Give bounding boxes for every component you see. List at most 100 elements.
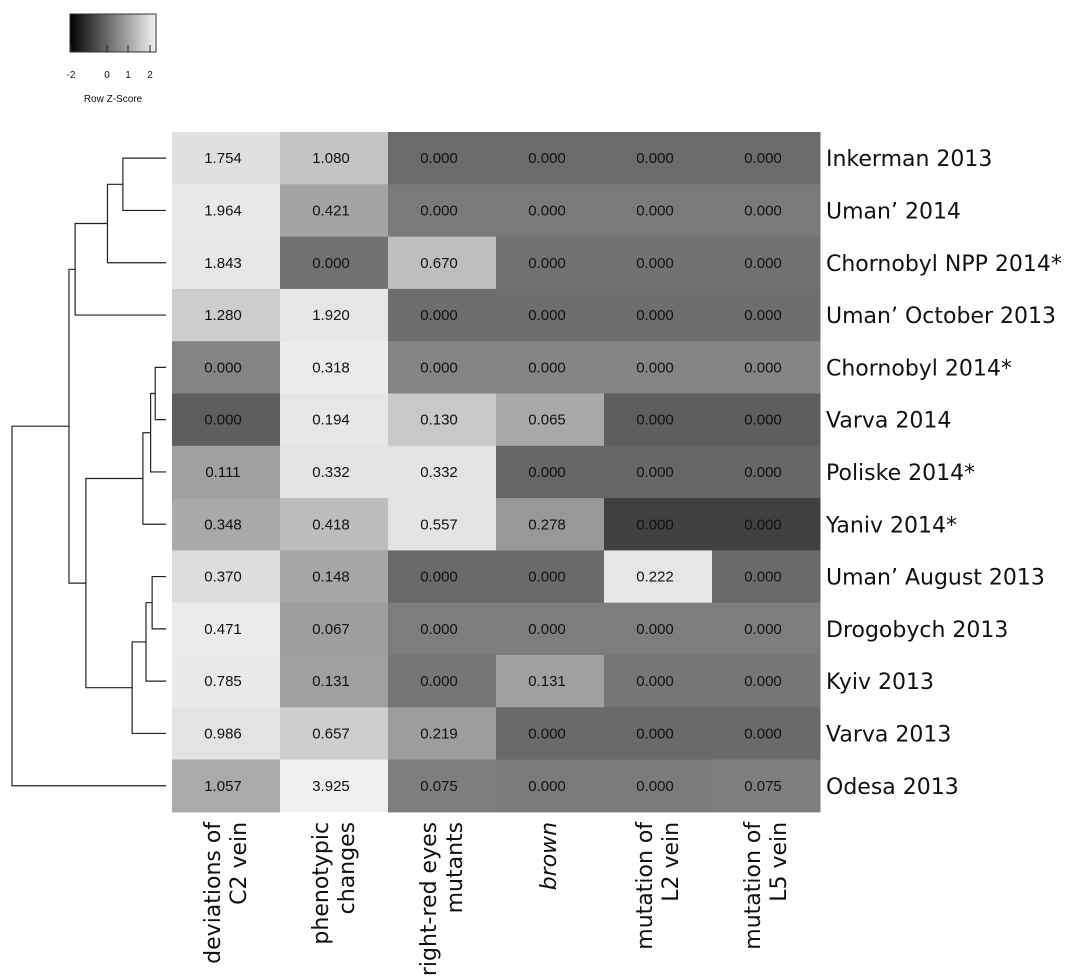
- cell-value-label: 0.986: [204, 725, 242, 742]
- heatmap-cell: [712, 759, 821, 813]
- row-label: Kyiv 2013: [826, 670, 934, 695]
- heatmap-cells: 1.754 1.080 0.000 0.000 0.000 0.000 1.964 0.421…: [172, 132, 821, 813]
- heatmap-cell: [712, 602, 821, 656]
- dendrogram-branch: [74, 222, 166, 316]
- heatmap-cell: [496, 550, 605, 604]
- cell-value-label: 0.348: [204, 516, 242, 533]
- cell-value-label: 0.000: [420, 307, 458, 324]
- cell-value-label: 0.000: [744, 412, 782, 429]
- row-label: Yaniv 2014*: [825, 513, 957, 538]
- heatmap-cell: [496, 445, 605, 499]
- cell-value-label: 0.332: [420, 464, 458, 481]
- heatmap-cell: [172, 602, 281, 656]
- cell-value-label: 0.000: [204, 359, 242, 376]
- cell-value-label: 1.843: [204, 255, 242, 272]
- heatmap-cell: [496, 707, 605, 761]
- heatmap-cell: [280, 602, 389, 656]
- heatmap-cell: [604, 655, 713, 708]
- heatmap-cell: [172, 550, 281, 604]
- heatmap-cell: [280, 393, 389, 447]
- row-label: Chornobyl NPP 2014*: [826, 252, 1062, 277]
- dendrogram-branch: [154, 366, 166, 421]
- dendrogram-branch: [122, 157, 166, 212]
- heatmap-cell: [604, 393, 713, 447]
- column-label: bright-red eyes: [417, 822, 442, 977]
- cell-value-label: 0.131: [312, 673, 350, 690]
- row-label: Odesa 2013: [826, 775, 959, 800]
- heatmap-cell: [172, 498, 281, 551]
- heatmap-cell: [388, 707, 497, 761]
- column-label: mutation of: [741, 821, 766, 950]
- column-label: changes: [335, 822, 360, 914]
- cell-value-label: 1.754: [204, 150, 242, 167]
- cell-value-label: 1.080: [312, 150, 350, 167]
- cell-value-label: 0.000: [528, 725, 566, 742]
- heatmap-cell: [496, 236, 605, 290]
- cell-value-label: 0.000: [744, 150, 782, 167]
- heatmap-cell: [496, 759, 605, 813]
- cell-value-label: 0.278: [528, 516, 566, 533]
- heatmap-cell: [712, 498, 821, 551]
- heatmap-cell: [172, 288, 281, 342]
- cell-value-label: 0.000: [636, 778, 674, 795]
- heatmap-cell: [388, 550, 497, 604]
- heatmap-cell: [604, 707, 713, 761]
- cell-value-label: 0.075: [420, 778, 458, 795]
- cell-value-label: 0.065: [528, 412, 566, 429]
- heatmap-cell: [172, 707, 281, 761]
- cell-value-label: 0.000: [636, 202, 674, 219]
- column-label: phenotypic: [309, 822, 334, 945]
- cell-value-label: 0.657: [312, 725, 350, 742]
- heatmap-cell: [496, 498, 605, 551]
- heatmap-cell: [712, 445, 821, 499]
- heatmap-cell: [280, 184, 389, 238]
- cell-value-label: 0.785: [204, 673, 242, 690]
- cell-value-label: 0.000: [636, 150, 674, 167]
- cell-value-label: 0.000: [636, 412, 674, 429]
- cell-value-label: 1.280: [204, 307, 242, 324]
- heatmap-cell: [172, 236, 281, 290]
- heatmap-cell: [712, 236, 821, 290]
- heatmap-cell: [496, 184, 605, 238]
- cell-value-label: 0.000: [528, 464, 566, 481]
- heatmap-cell: [388, 132, 497, 185]
- heatmap-cell: [388, 445, 497, 499]
- heatmap-cell: [604, 498, 713, 551]
- legend-gradient-bar: [69, 13, 157, 53]
- heatmap-cell: [604, 236, 713, 290]
- cell-value-label: 0.148: [312, 569, 350, 586]
- cell-value-label: 0.421: [312, 202, 350, 219]
- cell-value-label: 0.000: [204, 412, 242, 429]
- column-label: deviations of: [201, 821, 226, 964]
- heatmap-cell: [280, 236, 389, 290]
- cell-value-label: 0.130: [420, 412, 458, 429]
- heatmap-cell: [280, 759, 389, 813]
- cell-value-label: 0.332: [312, 464, 350, 481]
- column-labels: deviations of C2 vein phenotypic changes bri…: [201, 821, 792, 977]
- cell-value-label: 0.000: [528, 307, 566, 324]
- cell-value-label: 0.131: [528, 673, 566, 690]
- heatmap-cell: [280, 550, 389, 604]
- heatmap-cell: [496, 132, 605, 185]
- cell-value-label: 0.000: [420, 359, 458, 376]
- row-label: Uman’ August 2013: [826, 566, 1045, 591]
- cell-value-label: 0.000: [636, 307, 674, 324]
- heatmap-cell: [712, 132, 821, 185]
- column-label: mutants: [443, 822, 468, 914]
- heatmap-cell: [712, 550, 821, 604]
- dendrogram-branch: [151, 575, 166, 630]
- heatmap-cell: [712, 184, 821, 238]
- row-label: Uman’ October 2013: [826, 304, 1056, 329]
- cell-value-label: 0.000: [528, 150, 566, 167]
- cell-value-label: 0.000: [636, 464, 674, 481]
- cell-value-label: 0.000: [420, 621, 458, 638]
- cell-value-label: 3.925: [312, 778, 350, 795]
- dendrogram-branch: [68, 268, 86, 584]
- heatmap-cell: [604, 288, 713, 342]
- cell-value-label: 0.000: [744, 359, 782, 376]
- row-dendrogram: [11, 157, 166, 787]
- heatmap-cell: [280, 445, 389, 499]
- heatmap-cell: [388, 393, 497, 447]
- heatmap-cell: [604, 341, 713, 394]
